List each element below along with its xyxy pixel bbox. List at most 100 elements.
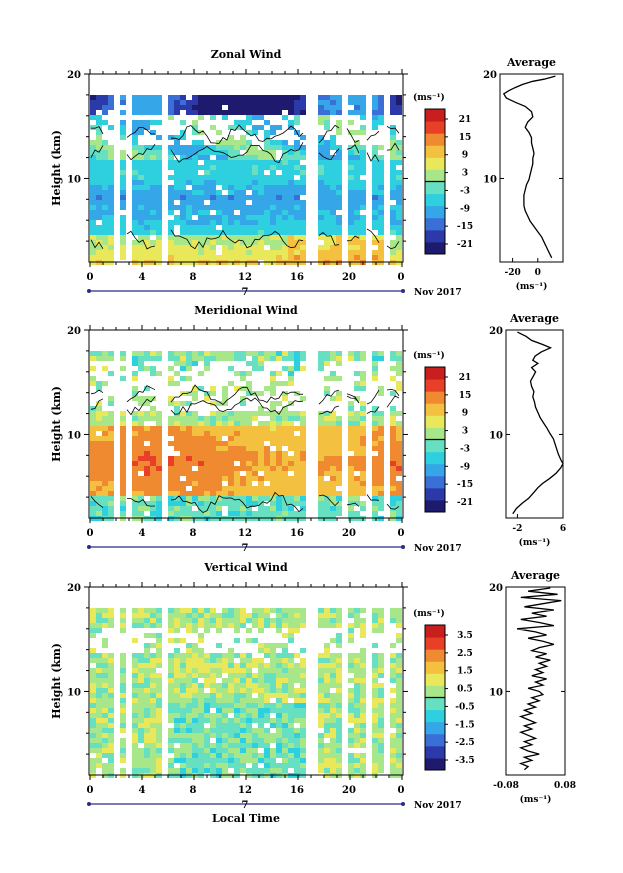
colorbar-swatch <box>425 181 445 195</box>
y-tick-label: 20 <box>67 70 81 81</box>
profile-line <box>516 587 562 771</box>
colorbar-tick-label: -3 <box>460 186 470 196</box>
colorbar-swatch <box>425 403 445 416</box>
x-tick-label: 20 <box>342 528 356 539</box>
profile-title: Average <box>506 56 556 69</box>
x-tick-label: 4 <box>139 528 146 539</box>
x-tick-label: 8 <box>190 272 197 283</box>
profile-unit: (ms⁻¹) <box>520 794 552 805</box>
profile-title: Average <box>509 312 559 325</box>
colorbar-swatch <box>425 499 445 513</box>
colorbar-swatch <box>425 661 445 674</box>
colorbar-swatch <box>425 145 445 158</box>
colorbar-swatch <box>425 625 445 638</box>
colorbar-swatch <box>425 193 445 207</box>
colorbar-tick-label: 0.5 <box>457 685 473 695</box>
colorbar-tick-label: 2.5 <box>457 649 473 659</box>
colorbar-swatch <box>425 169 445 182</box>
profile-x-tick-label: -2 <box>512 524 522 534</box>
colorbar-swatch <box>425 427 445 440</box>
date-label: Nov 2017 <box>414 801 462 811</box>
y-tick-label: 20 <box>67 583 81 594</box>
profile-y-tick-label: 20 <box>483 70 497 81</box>
colorbar-swatch <box>425 391 445 404</box>
date-marker: 7 <box>242 800 249 811</box>
contour-lines <box>90 124 400 250</box>
y-tick-label: 10 <box>67 687 81 698</box>
date-axis-end <box>87 802 91 806</box>
colorbar-tick-label: 21 <box>459 373 472 383</box>
colorbar-unit: (ms⁻¹) <box>413 350 445 361</box>
profile-y-tick-label: 20 <box>489 583 503 594</box>
colorbar-swatch <box>425 241 445 255</box>
date-axis-end <box>401 802 405 806</box>
colorbar-unit: (ms⁻¹) <box>413 608 445 619</box>
profile-line <box>512 331 564 515</box>
profile-line <box>502 75 556 259</box>
panel-3: Vertical Wind 20 10 Height (km) 0 4 8 12 16 20 0 7 N… <box>50 561 576 825</box>
x-tick-label: 12 <box>238 785 252 796</box>
average-profile: Average 20 10 -20 0 (ms⁻¹) <box>483 56 564 292</box>
colorbar-tick-label: 15 <box>459 391 472 401</box>
colorbar-swatch <box>425 157 445 170</box>
colorbar-swatch <box>425 733 445 747</box>
profile-y-tick-label: 20 <box>489 326 503 337</box>
colorbar-tick-label: -3.5 <box>455 756 474 766</box>
panel-title: Zonal Wind <box>211 48 282 61</box>
x-tick-label: 0 <box>398 785 405 796</box>
y-tick-label: 10 <box>67 430 81 441</box>
colorbar-tick-label: -9 <box>460 462 470 472</box>
colorbar-swatch <box>425 685 445 698</box>
colorbar-swatch <box>425 721 445 735</box>
colorbar-tick-label: 9 <box>462 151 468 161</box>
colorbar: (ms⁻¹) 3.5 2.5 1.5 0.5 -0.5 -1.5 -2.5 -3.5 <box>413 608 475 771</box>
colorbar-swatch <box>425 379 445 392</box>
date-label: Nov 2017 <box>414 288 462 298</box>
profile-unit: (ms⁻¹) <box>516 281 548 292</box>
colorbar-swatch <box>425 649 445 662</box>
colorbar-tick-label: -9 <box>460 204 470 214</box>
average-profile: Average 20 10 -0.08 0.08(ms⁻¹) <box>489 569 576 805</box>
x-tick-label: 16 <box>290 528 304 539</box>
colorbar: (ms⁻¹) 21 15 9 3 -3 -9 -15 -21 <box>413 92 473 255</box>
profile-x-tick-label: -0.08 <box>493 781 519 791</box>
y-axis-label: Height (km) <box>50 386 63 462</box>
panel-2: Meridional Wind 20 10 Height (km) 0 4 8 12 16 20 0… <box>50 304 566 554</box>
profile-x-tick-label: -20 <box>504 268 520 278</box>
profile-y-tick-label: 10 <box>483 174 497 185</box>
x-tick-label: 8 <box>190 528 197 539</box>
colorbar-swatch <box>425 697 445 711</box>
panel-title: Vertical Wind <box>203 561 288 574</box>
colorbar-unit: (ms⁻¹) <box>413 92 445 103</box>
profile-frame <box>505 586 566 776</box>
date-axis-end <box>401 289 405 293</box>
colorbar-swatch <box>425 451 445 465</box>
colorbar-swatch <box>425 745 445 759</box>
colorbar-tick-label: -21 <box>457 240 473 250</box>
colorbar-tick-label: 9 <box>462 409 468 419</box>
x-tick-label: 0 <box>398 272 405 283</box>
colorbar-tick-label: -0.5 <box>455 702 474 712</box>
colorbar-tick-label: 3 <box>462 427 468 437</box>
colorbar-tick-label: 21 <box>459 115 472 125</box>
colorbar-swatch <box>425 229 445 243</box>
colorbar-tick-label: -15 <box>457 480 473 490</box>
date-marker: 7 <box>242 287 249 298</box>
colorbar-swatch <box>425 475 445 489</box>
x-tick-label: 4 <box>139 785 146 796</box>
date-label: Nov 2017 <box>414 544 462 554</box>
x-tick-label: 0 <box>398 528 405 539</box>
x-tick-label: 16 <box>290 272 304 283</box>
profile-unit: (ms⁻¹) <box>519 537 551 548</box>
colorbar-tick-label: -3 <box>460 444 470 454</box>
profile-x-tick-label: 0.08 <box>554 781 576 791</box>
y-axis-label: Height (km) <box>50 130 63 206</box>
contour-lines <box>90 384 400 513</box>
y-tick-label: 10 <box>67 174 81 185</box>
colorbar-swatch <box>425 709 445 723</box>
x-tick-label: 0 <box>87 272 94 283</box>
colorbar-tick-label: 3.5 <box>457 631 473 641</box>
x-tick-label: 20 <box>342 272 356 283</box>
colorbar-swatch <box>425 439 445 453</box>
